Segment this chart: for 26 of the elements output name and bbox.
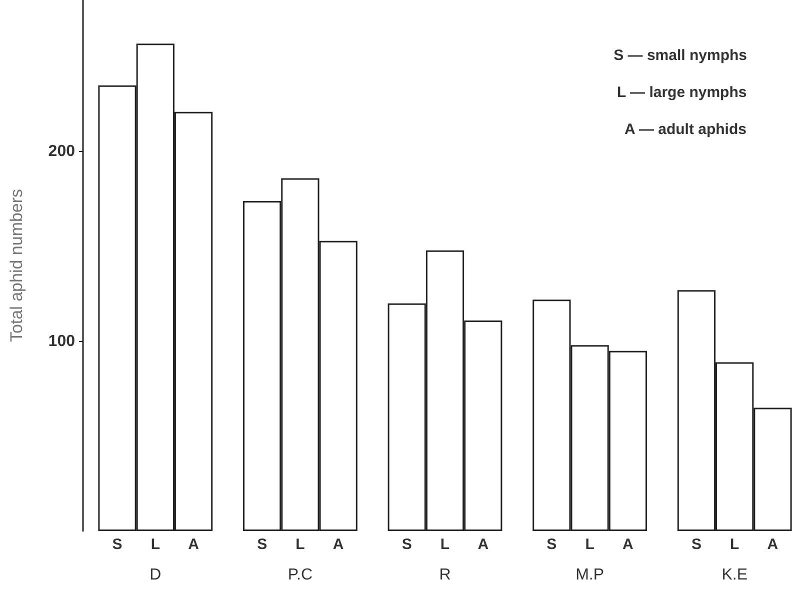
x-tick-label: D xyxy=(150,566,162,584)
series-label: L xyxy=(150,536,160,553)
text: S xyxy=(402,536,412,553)
y-tick-label: 200 xyxy=(48,143,76,160)
text: A xyxy=(332,536,344,553)
text: L xyxy=(296,536,305,553)
y-tick-label: 100 xyxy=(48,332,76,350)
x-tick-label: M.P xyxy=(576,566,604,584)
series-label: A xyxy=(188,536,200,553)
annotation: S — small nymphs xyxy=(614,47,747,64)
text: A xyxy=(767,536,778,553)
x-tick-label: R xyxy=(439,566,451,584)
annotation: A — adult aphids xyxy=(624,121,746,138)
text: L xyxy=(730,536,740,553)
series-label: S xyxy=(112,536,122,553)
annotation: L — large nymphs xyxy=(616,84,747,101)
text: A xyxy=(622,536,634,553)
text: A xyxy=(478,536,489,553)
text: S xyxy=(691,536,702,553)
text: L xyxy=(585,536,594,553)
x-tick-label: K.E xyxy=(722,566,748,584)
text: L xyxy=(440,536,450,553)
text: S xyxy=(257,536,268,553)
x-tick-label: P.C xyxy=(288,566,313,584)
text: S xyxy=(546,536,557,553)
y-axis-title: Total aphid numbers xyxy=(7,188,26,342)
